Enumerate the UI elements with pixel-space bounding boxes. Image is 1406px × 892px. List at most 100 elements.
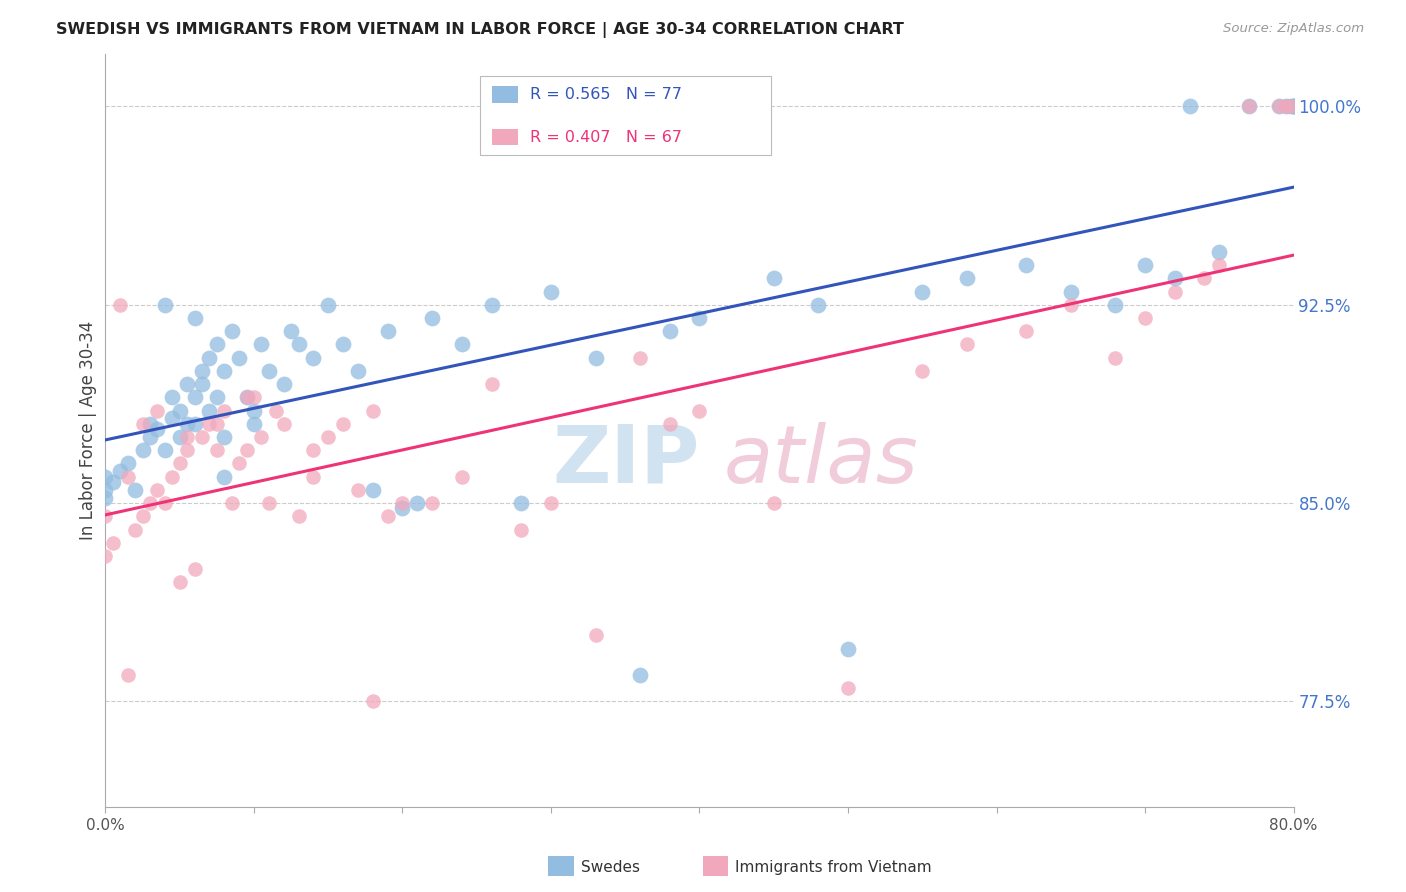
Point [214, 403, 236, 417]
Point [235, 443, 257, 458]
Point [316, 298, 339, 312]
Point [287, 509, 309, 524]
Point [162, 469, 184, 483]
Point [1282, 99, 1305, 113]
Point [235, 390, 257, 404]
Bar [492, 129, 517, 145]
Point [1164, 285, 1187, 299]
Point [540, 285, 562, 299]
Point [956, 337, 979, 351]
Point [250, 430, 273, 444]
Point [146, 483, 169, 497]
Point [1164, 271, 1187, 285]
Point [1279, 99, 1302, 113]
Point [628, 668, 651, 682]
Point [205, 417, 228, 431]
Point [153, 496, 176, 510]
Point [94, 549, 117, 563]
Point [162, 411, 184, 425]
Point [1178, 99, 1201, 113]
Point [117, 469, 139, 483]
Point [176, 443, 198, 458]
Point [510, 496, 533, 510]
Point [689, 403, 711, 417]
FancyBboxPatch shape [479, 76, 770, 155]
Point [302, 469, 325, 483]
Point [94, 491, 117, 505]
Text: ZIP: ZIP [553, 422, 700, 500]
Text: Swedes: Swedes [581, 860, 640, 874]
Point [228, 351, 250, 365]
Point [287, 337, 309, 351]
Point [1267, 99, 1289, 113]
Point [124, 523, 146, 537]
Text: Source: ZipAtlas.com: Source: ZipAtlas.com [1223, 22, 1364, 36]
Point [1208, 244, 1230, 259]
Point [183, 417, 205, 431]
Point [131, 443, 153, 458]
Point [807, 298, 830, 312]
Point [1015, 324, 1038, 338]
Point [1237, 99, 1260, 113]
Text: Immigrants from Vietnam: Immigrants from Vietnam [735, 860, 932, 874]
Point [228, 457, 250, 471]
Point [110, 464, 132, 478]
Point [183, 310, 205, 325]
Point [1133, 258, 1156, 272]
Point [658, 417, 681, 431]
Point [205, 337, 228, 351]
Point [191, 377, 214, 392]
Point [1279, 99, 1302, 113]
Point [1133, 310, 1156, 325]
Point [169, 457, 191, 471]
Point [1060, 298, 1083, 312]
Point [316, 430, 339, 444]
Point [273, 417, 295, 431]
Point [198, 403, 221, 417]
Point [450, 337, 472, 351]
Point [391, 501, 413, 516]
Point [837, 681, 859, 696]
Text: SWEDISH VS IMMIGRANTS FROM VIETNAM IN LABOR FORCE | AGE 30-34 CORRELATION CHART: SWEDISH VS IMMIGRANTS FROM VIETNAM IN LA… [56, 22, 904, 38]
Point [264, 403, 287, 417]
Point [689, 310, 711, 325]
Point [280, 324, 302, 338]
Point [361, 483, 384, 497]
Point [139, 430, 162, 444]
Point [658, 324, 681, 338]
Point [131, 509, 153, 524]
Point [273, 377, 295, 392]
Y-axis label: In Labor Force | Age 30-34: In Labor Force | Age 30-34 [79, 321, 97, 540]
Point [1194, 271, 1216, 285]
Point [139, 496, 162, 510]
Point [169, 430, 191, 444]
Point [257, 496, 280, 510]
Point [332, 337, 354, 351]
Text: R = 0.565   N = 77: R = 0.565 N = 77 [530, 87, 682, 102]
Point [257, 364, 280, 378]
Point [510, 523, 533, 537]
Point [176, 377, 198, 392]
Point [205, 443, 228, 458]
Point [191, 364, 214, 378]
Point [347, 364, 370, 378]
Point [214, 469, 236, 483]
Point [391, 496, 413, 510]
Point [101, 536, 124, 550]
Point [139, 417, 162, 431]
Point [198, 417, 221, 431]
Point [146, 403, 169, 417]
Point [406, 496, 429, 510]
Point [347, 483, 370, 497]
Point [162, 390, 184, 404]
Point [176, 430, 198, 444]
Point [911, 285, 934, 299]
Point [221, 496, 243, 510]
Point [1208, 258, 1230, 272]
Point [235, 390, 257, 404]
Point [1237, 99, 1260, 113]
Point [153, 298, 176, 312]
Point [302, 443, 325, 458]
Bar [492, 86, 517, 103]
Point [302, 351, 325, 365]
